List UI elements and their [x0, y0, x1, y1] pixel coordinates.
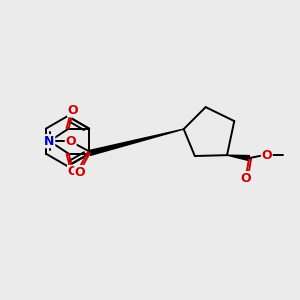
Text: O: O — [262, 149, 272, 162]
Polygon shape — [89, 129, 184, 155]
Text: O: O — [68, 166, 78, 178]
Text: O: O — [65, 135, 76, 148]
Text: N: N — [44, 135, 55, 148]
Text: O: O — [241, 172, 251, 184]
Text: O: O — [75, 166, 86, 178]
Text: O: O — [68, 104, 78, 117]
Polygon shape — [227, 155, 250, 160]
